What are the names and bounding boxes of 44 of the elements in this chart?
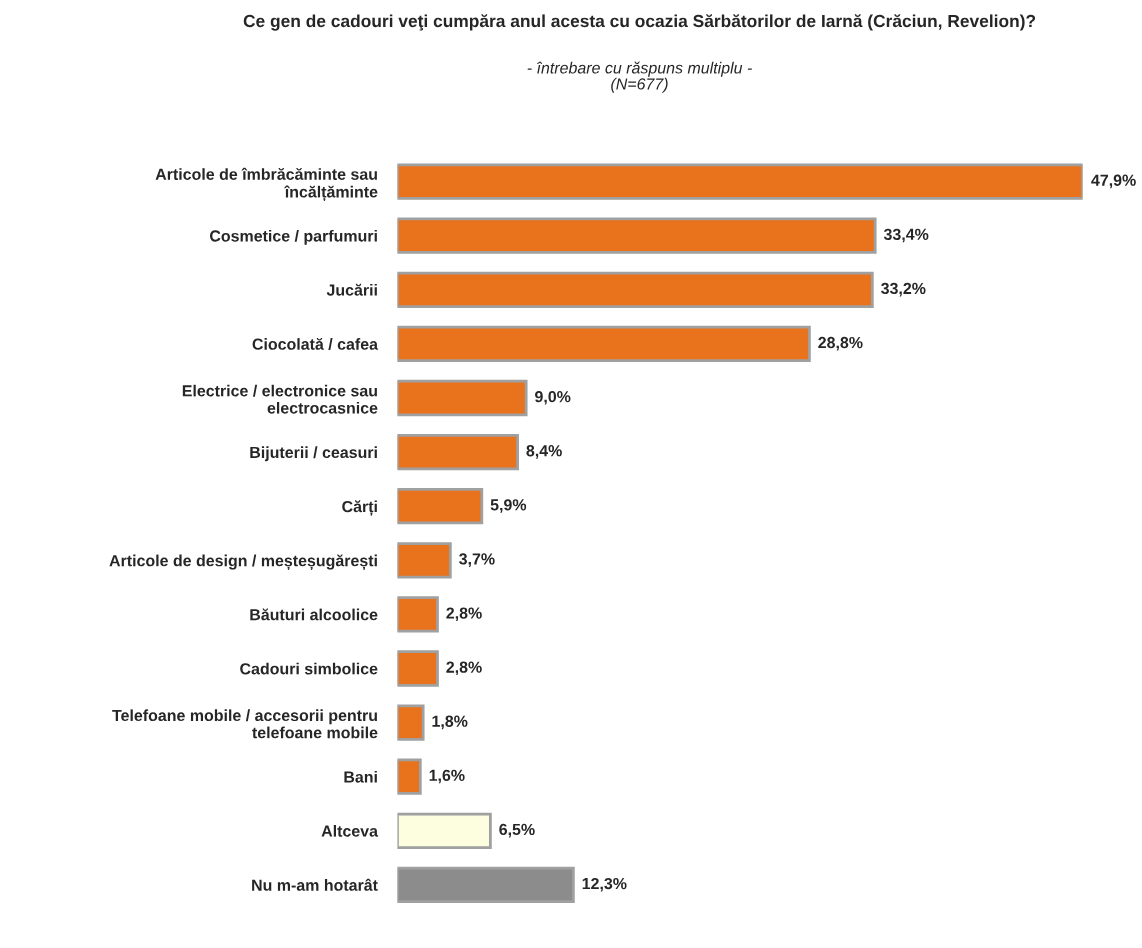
data-label: 5,9% (490, 499, 527, 513)
bar (397, 379, 528, 417)
bar (397, 325, 811, 363)
bar (397, 596, 439, 633)
bar (397, 271, 874, 308)
y-tick-label: Nu m-am hotarât (252, 878, 378, 891)
y-tick-label: Ciocolată / cafea (252, 337, 379, 350)
y-tick-label: Articole de îmbrăcăminte sau încălțăminte (155, 167, 378, 202)
y-tick-label: Bani (344, 770, 377, 783)
y-tick-label: Articole de design / meșteșugărești (109, 554, 377, 570)
data-label: 12,3% (582, 877, 627, 892)
data-label: 1,8% (432, 715, 468, 730)
y-tick-label: Jucării (326, 283, 377, 296)
y-tick-label: Cărți (342, 500, 377, 516)
data-label: 47,9% (1091, 174, 1136, 189)
data-label: 9,0% (535, 390, 571, 405)
data-label: 1,6% (429, 769, 465, 784)
y-tick-label: Electrice / electronice sau electrocasnice (182, 384, 378, 414)
data-label: 3,7% (459, 553, 495, 567)
chart-title: Ce gen de cadouri veţi cumpăra anul acesta cu ocazia Sărbătorilor de Iarnă (Crăciun, Revelion)? (243, 14, 1036, 31)
bar (397, 433, 519, 471)
bar (397, 488, 484, 525)
chart-subtitle: - întrebare cu răspuns multiplu - (N=677) (527, 61, 752, 93)
data-label: 8,4% (526, 445, 562, 459)
y-tick-label: Băuturi alcoolice (250, 608, 378, 621)
data-label: 33,2% (881, 282, 926, 297)
y-tick-label: Bijuterii / ceasuri (250, 446, 377, 462)
bar (397, 758, 422, 795)
bar (397, 650, 439, 687)
y-tick-label: Cosmetice / parfumuri (210, 229, 377, 245)
data-label: 6,5% (499, 823, 535, 838)
data-label: 2,8% (446, 661, 482, 676)
bar (397, 163, 1083, 200)
bar (397, 866, 575, 904)
y-tick-label: Telefoane mobile / accesorii pentru telefoane mobile (112, 709, 378, 739)
bar (397, 812, 492, 849)
data-label: 2,8% (446, 607, 482, 621)
bar (397, 217, 877, 254)
y-tick-label: Cadouri simbolice (240, 662, 378, 675)
data-label: 33,4% (883, 228, 929, 243)
bar (397, 542, 452, 579)
data-label: 28,8% (818, 336, 863, 351)
bar (397, 704, 425, 741)
y-tick-label: Altceva (321, 825, 379, 837)
